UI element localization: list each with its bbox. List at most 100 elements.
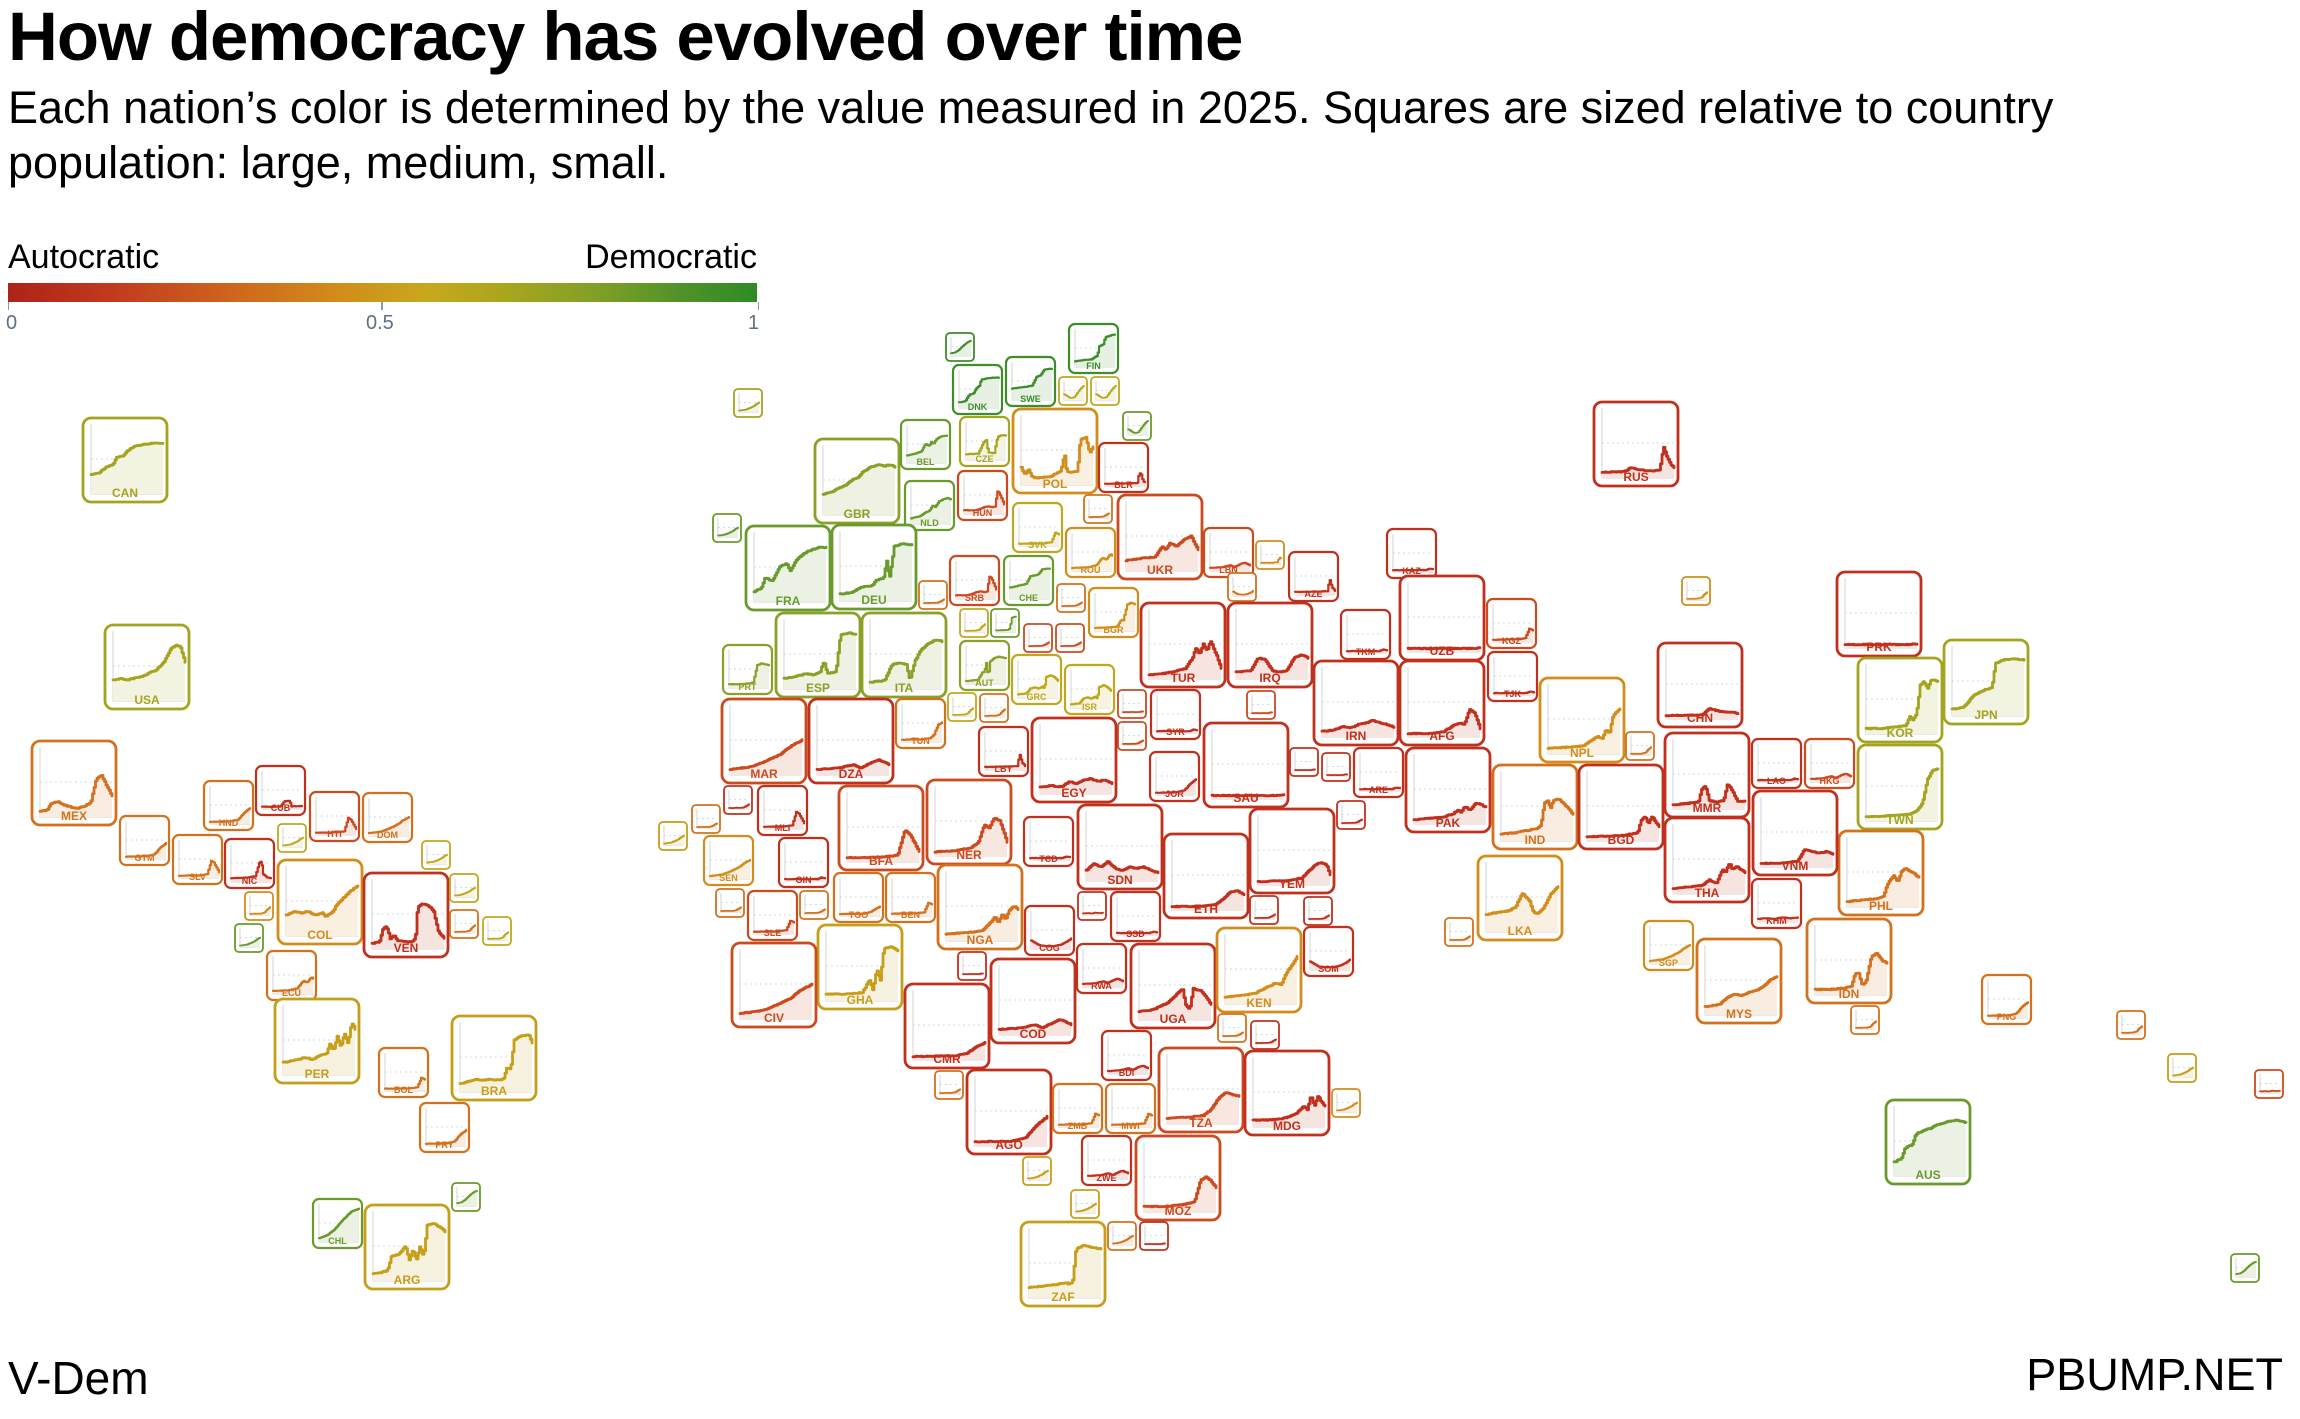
svg-text:AUT: AUT (975, 678, 994, 688)
svg-text:PHL: PHL (1869, 899, 1893, 913)
svg-text:CAN: CAN (112, 486, 138, 500)
svg-text:HUN: HUN (973, 508, 993, 518)
svg-text:BGD: BGD (1608, 833, 1635, 847)
svg-text:ARG: ARG (394, 1273, 421, 1287)
svg-text:KGZ: KGZ (1502, 636, 1522, 646)
svg-text:UKR: UKR (1147, 563, 1173, 577)
svg-text:ISR: ISR (1082, 702, 1098, 712)
svg-text:TGO: TGO (849, 910, 869, 920)
svg-text:BDI: BDI (1119, 1068, 1135, 1078)
svg-text:UZB: UZB (1430, 644, 1455, 658)
svg-text:NPL: NPL (1570, 746, 1594, 760)
svg-text:VNM: VNM (1782, 859, 1809, 873)
svg-text:PRT: PRT (739, 682, 758, 692)
svg-text:MEX: MEX (61, 809, 87, 823)
svg-text:CHL: CHL (328, 1236, 347, 1246)
svg-text:SEN: SEN (719, 873, 738, 883)
svg-text:NGA: NGA (967, 933, 994, 947)
svg-text:COD: COD (1020, 1027, 1047, 1041)
svg-text:HTI: HTI (327, 829, 342, 839)
svg-text:TUN: TUN (911, 736, 930, 746)
svg-text:BEN: BEN (901, 910, 920, 920)
svg-text:AUS: AUS (1915, 1168, 1940, 1182)
svg-text:POL: POL (1043, 477, 1068, 491)
svg-text:LAO: LAO (1767, 776, 1786, 786)
svg-text:SVK: SVK (1028, 540, 1047, 550)
svg-text:MMR: MMR (1693, 801, 1722, 815)
svg-text:DNK: DNK (968, 402, 988, 412)
svg-text:LKA: LKA (1508, 924, 1533, 938)
svg-text:SYR: SYR (1166, 727, 1185, 737)
svg-text:ESP: ESP (806, 681, 830, 695)
svg-text:KEN: KEN (1246, 996, 1271, 1010)
svg-text:UGA: UGA (1160, 1012, 1187, 1026)
svg-text:IRQ: IRQ (1259, 671, 1280, 685)
svg-text:TCD: TCD (1039, 854, 1058, 864)
svg-text:IDN: IDN (1839, 987, 1860, 1001)
svg-text:TKM: TKM (1356, 647, 1376, 657)
svg-text:SSD: SSD (1126, 929, 1145, 939)
svg-text:HKG: HKG (1820, 776, 1840, 786)
svg-text:BEL: BEL (917, 457, 936, 467)
svg-text:ECU: ECU (282, 988, 301, 998)
svg-text:MWI: MWI (1121, 1121, 1140, 1131)
svg-text:SDN: SDN (1107, 873, 1132, 887)
svg-text:CUB: CUB (271, 803, 291, 813)
svg-text:BGR: BGR (1104, 625, 1125, 635)
svg-text:TWN: TWN (1886, 813, 1913, 827)
svg-text:RWA: RWA (1091, 981, 1112, 991)
svg-text:PAK: PAK (1436, 816, 1461, 830)
svg-text:DZA: DZA (839, 767, 864, 781)
svg-text:USA: USA (134, 693, 160, 707)
svg-text:IRN: IRN (1346, 729, 1367, 743)
svg-text:SLV: SLV (189, 872, 206, 882)
svg-text:CIV: CIV (764, 1011, 784, 1025)
svg-text:CZE: CZE (976, 454, 994, 464)
svg-text:HND: HND (219, 818, 239, 828)
svg-text:IND: IND (1525, 833, 1546, 847)
svg-text:THA: THA (1695, 886, 1720, 900)
svg-text:LBY: LBY (995, 764, 1013, 774)
svg-text:DEU: DEU (861, 593, 886, 607)
svg-text:ETH: ETH (1194, 902, 1218, 916)
svg-text:TZA: TZA (1189, 1116, 1213, 1130)
svg-text:SWE: SWE (1020, 394, 1041, 404)
svg-text:COG: COG (1039, 943, 1060, 953)
svg-text:ZWE: ZWE (1097, 1173, 1117, 1183)
svg-text:BLR: BLR (1114, 480, 1133, 490)
svg-text:CHE: CHE (1019, 593, 1038, 603)
svg-text:MYS: MYS (1726, 1007, 1752, 1021)
svg-text:NLD: NLD (920, 518, 939, 528)
svg-text:MOZ: MOZ (1165, 1204, 1192, 1218)
svg-text:LBN: LBN (1219, 565, 1238, 575)
svg-text:GHA: GHA (847, 993, 874, 1007)
svg-text:CHN: CHN (1687, 711, 1713, 725)
svg-text:PRK: PRK (1866, 640, 1892, 654)
svg-text:ARE: ARE (1369, 785, 1388, 795)
svg-text:GIN: GIN (795, 875, 811, 885)
svg-text:MDG: MDG (1273, 1119, 1301, 1133)
svg-text:GBR: GBR (844, 507, 871, 521)
svg-text:FRA: FRA (776, 594, 801, 608)
svg-text:PER: PER (305, 1067, 330, 1081)
svg-text:VEN: VEN (394, 941, 419, 955)
svg-text:BFA: BFA (869, 854, 893, 868)
svg-text:COL: COL (307, 928, 332, 942)
svg-text:ITA: ITA (895, 681, 914, 695)
svg-text:SAU: SAU (1233, 791, 1258, 805)
svg-text:GTM: GTM (135, 853, 155, 863)
svg-text:ROU: ROU (1081, 565, 1101, 575)
svg-text:SOM: SOM (1318, 964, 1339, 974)
svg-text:SLE: SLE (764, 928, 782, 938)
svg-text:PRY: PRY (435, 1140, 453, 1150)
svg-text:AFG: AFG (1429, 729, 1454, 743)
svg-text:ZAF: ZAF (1051, 1290, 1074, 1304)
svg-text:FIN: FIN (1086, 361, 1101, 371)
svg-text:AZE: AZE (1305, 589, 1323, 599)
svg-text:MAR: MAR (750, 767, 778, 781)
svg-text:NIC: NIC (242, 876, 258, 886)
svg-text:NER: NER (956, 848, 982, 862)
svg-text:JOR: JOR (1165, 789, 1184, 799)
svg-text:ZMB: ZMB (1068, 1121, 1088, 1131)
svg-text:SGP: SGP (1659, 958, 1678, 968)
